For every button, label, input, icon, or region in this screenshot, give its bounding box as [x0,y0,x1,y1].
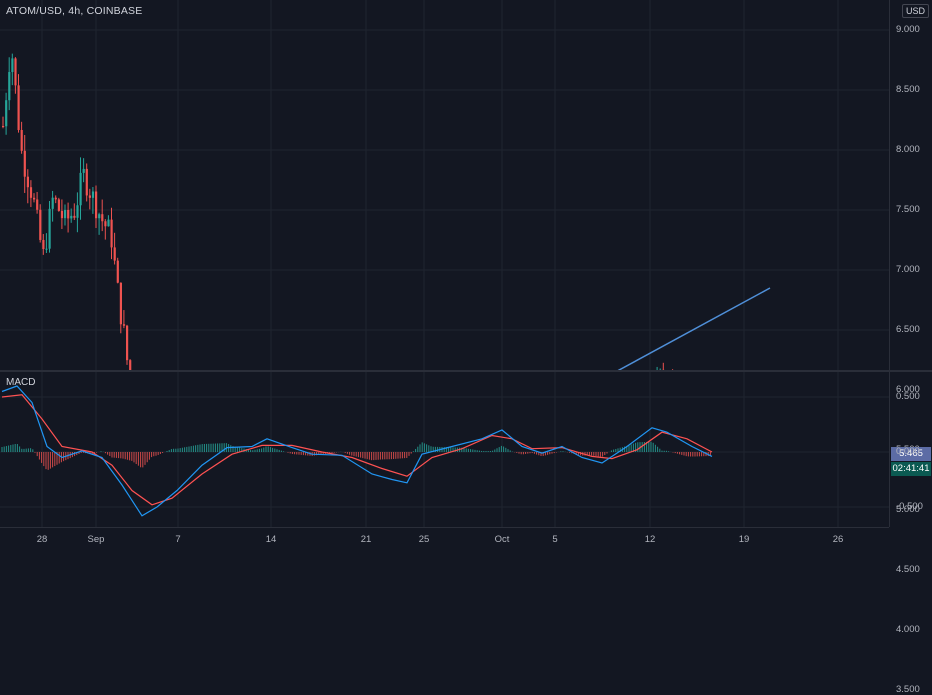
candle-up [92,191,94,197]
time-tick-label: 28 [37,534,48,545]
candle-down [39,210,41,240]
candle-down [36,199,38,209]
candle-up [8,72,10,100]
time-tick-label: Sep [88,534,105,545]
candle-up [83,169,85,173]
candle-down [86,169,88,196]
candle-down [129,360,131,370]
time-tick-label: 25 [419,534,430,545]
candle-down [120,283,122,325]
price-tick-label: 4.000 [896,625,920,635]
macd-tick-label: 0.500 [896,392,920,402]
time-tick-label: Oct [495,534,510,545]
candle-down [114,247,116,260]
candle-down [111,220,113,248]
upper-trendline [472,288,770,370]
candle-down [27,177,29,188]
price-tick-label: 7.000 [896,265,920,275]
candle-down [14,58,16,85]
candle-up [5,100,7,126]
candle-up [49,209,51,249]
candle-down [73,216,75,218]
price-tick-label: 3.500 [896,685,920,695]
candle-up [52,198,54,209]
currency-badge[interactable]: USD [902,4,929,18]
time-axis[interactable]: 28 Sep 7 14 21 25 Oct 5 12 19 26 [0,527,889,551]
macd-axis[interactable]: 0.500 0.000 -0.500 [889,372,932,527]
candle-down [95,191,97,218]
time-tick-label: 5 [552,534,557,545]
candle-down [33,198,35,200]
time-tick-label: 26 [833,534,844,545]
macd-title: MACD [6,377,35,388]
candle-down [123,324,125,325]
candle-down [101,214,103,221]
candle-up [76,205,78,218]
candle-down [30,187,32,198]
candle-down [42,240,44,249]
signal-line [2,395,712,505]
price-tick-label: 4.500 [896,565,920,575]
price-tick-label: 8.000 [896,145,920,155]
macd-tick-label: 0.000 [896,447,920,457]
time-tick-label: 14 [266,534,277,545]
price-tick-label: 6.500 [896,325,920,335]
time-tick-label: 21 [361,534,372,545]
candle-down [18,85,20,130]
candle-up [98,214,100,218]
macd-chart[interactable] [0,372,889,527]
candle-up [64,210,66,218]
macd-line [2,386,712,516]
macd-tick-label: -0.500 [896,502,923,512]
candle-down [126,326,128,360]
candle-up [70,216,72,219]
candle-up [107,220,109,227]
time-tick-label: 12 [645,534,656,545]
time-tick-label: 7 [175,534,180,545]
candle-down [55,198,57,200]
time-tick-label: 19 [739,534,750,545]
candle-up [11,58,13,72]
candle-down [61,211,63,218]
price-chart-pane[interactable]: ATOM/USD, 4h, COINBASE [0,0,889,370]
price-gridlines [0,0,889,370]
candles [2,54,714,370]
price-tick-label: 7.500 [896,205,920,215]
candle-up [45,249,47,250]
price-tick-label: 9.000 [896,25,920,35]
candle-down [21,130,23,151]
candle-down [67,210,69,218]
candle-down [104,221,106,226]
candle-up [80,173,82,205]
candle-down [117,261,119,283]
candle-down [58,199,60,211]
macd-pane[interactable]: MACD [0,372,889,527]
candle-down [24,151,26,177]
candle-down [89,195,91,197]
price-tick-label: 8.500 [896,85,920,95]
candlestick-chart[interactable] [0,0,889,370]
candle-down [2,126,4,127]
symbol-title: ATOM/USD, 4h, COINBASE [6,5,142,17]
